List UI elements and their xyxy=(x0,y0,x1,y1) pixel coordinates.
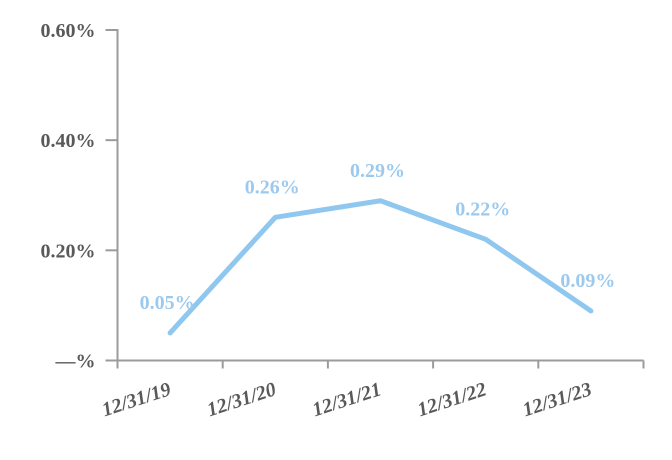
y-tick-label: 0.60% xyxy=(41,20,96,42)
x-axis-label: 12/31/20 xyxy=(204,378,278,421)
x-axis-label: 12/31/19 xyxy=(99,378,173,421)
y-tick-label: 0.40% xyxy=(41,130,96,152)
y-tick-label: 0.20% xyxy=(41,240,96,262)
data-label: 0.29% xyxy=(350,160,405,182)
data-label: 0.22% xyxy=(455,198,510,220)
series-line xyxy=(167,198,594,336)
x-axis-label: 12/31/22 xyxy=(415,378,489,421)
data-label: 0.26% xyxy=(245,176,300,198)
data-label: 0.05% xyxy=(140,292,195,314)
x-axis-label: 12/31/23 xyxy=(520,378,594,421)
x-axis-label: 12/31/21 xyxy=(310,378,384,421)
y-tick-label: —% xyxy=(55,351,96,373)
data-label: 0.09% xyxy=(560,270,615,292)
